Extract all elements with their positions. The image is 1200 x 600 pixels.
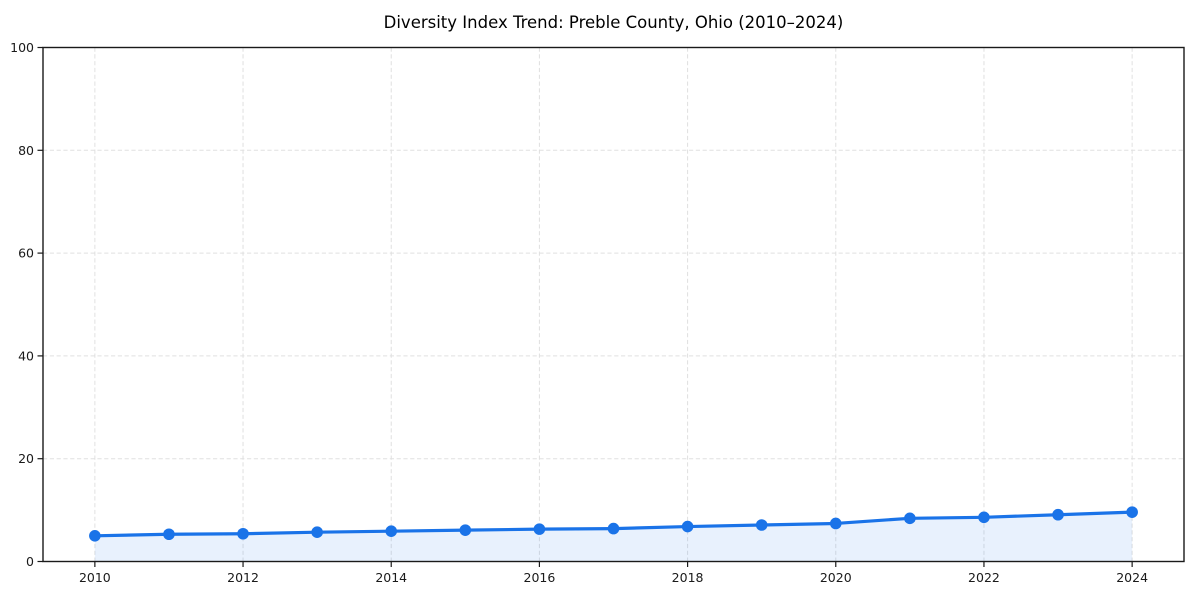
y-tick-label-0: 0: [26, 554, 34, 569]
chart-title: Diversity Index Trend: Preble County, Oh…: [383, 13, 844, 32]
plot-frame: [42, 46, 1185, 563]
data-point-2021: [904, 512, 916, 525]
y-tick-label-100: 100: [10, 40, 34, 55]
data-point-2022: [978, 511, 990, 524]
data-point-2011: [163, 528, 175, 541]
y-tick-label-20: 20: [18, 451, 34, 466]
data-point-2010: [89, 530, 101, 542]
data-point-2024: [1126, 506, 1138, 518]
data-point-2014: [385, 525, 398, 537]
x-tick-label-2020: 2020: [820, 570, 852, 585]
x-tick-label-2010: 2010: [79, 570, 111, 585]
y-tick-label-60: 60: [18, 246, 34, 261]
area-fill-diversity-index: [94, 512, 1133, 562]
data-point-2023: [1052, 508, 1064, 521]
x-tick-label-2018: 2018: [672, 570, 704, 585]
x-tick-label-2024: 2024: [1116, 570, 1148, 585]
x-tick-label-2012: 2012: [227, 570, 259, 585]
x-tick-label-2014: 2014: [375, 570, 407, 585]
data-point-2016: [533, 523, 546, 535]
data-point-2013: [311, 526, 323, 539]
y-tick-label-80: 80: [18, 143, 34, 158]
data-point-2015: [459, 524, 472, 536]
y-tick-label-40: 40: [18, 348, 34, 363]
data-point-2017: [607, 522, 620, 535]
x-tick-label-2022: 2022: [968, 570, 1000, 585]
data-point-2018: [681, 520, 694, 533]
x-tick-label-2016: 2016: [524, 570, 556, 585]
data-point-2020: [829, 517, 842, 530]
data-point-2019: [755, 519, 768, 531]
data-point-2012: [237, 527, 249, 540]
